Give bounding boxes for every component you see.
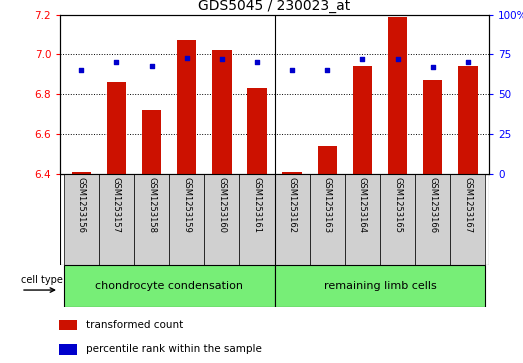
Text: GSM1253159: GSM1253159	[182, 177, 191, 233]
Text: GSM1253163: GSM1253163	[323, 177, 332, 233]
Text: GSM1253164: GSM1253164	[358, 177, 367, 233]
Point	[393, 56, 402, 62]
Point	[358, 56, 367, 62]
Point	[183, 55, 191, 61]
Bar	[204, 174, 240, 265]
Text: chondrocyte condensation: chondrocyte condensation	[95, 281, 243, 291]
Point	[253, 60, 261, 65]
Point	[323, 68, 332, 73]
Point	[218, 56, 226, 62]
Bar	[169, 174, 204, 265]
Bar	[107, 82, 126, 174]
Bar	[310, 174, 345, 265]
Bar	[72, 172, 91, 174]
Bar	[317, 146, 337, 174]
Bar	[282, 172, 302, 174]
Text: percentile rank within the sample: percentile rank within the sample	[86, 344, 262, 355]
Text: GSM1253160: GSM1253160	[218, 177, 226, 233]
Bar	[64, 174, 99, 265]
Bar	[275, 265, 485, 307]
Text: GSM1253156: GSM1253156	[77, 177, 86, 233]
Title: GDS5045 / 230023_at: GDS5045 / 230023_at	[198, 0, 351, 13]
Bar	[275, 174, 310, 265]
Bar	[353, 66, 372, 174]
Bar	[99, 174, 134, 265]
Point	[428, 64, 437, 70]
Bar	[458, 66, 477, 174]
Point	[147, 63, 156, 69]
Bar	[59, 344, 77, 355]
Point	[288, 68, 297, 73]
Text: cell type: cell type	[21, 274, 63, 285]
Point	[464, 60, 472, 65]
Text: GSM1253157: GSM1253157	[112, 177, 121, 233]
Point	[112, 60, 121, 65]
Text: GSM1253166: GSM1253166	[428, 177, 437, 233]
Bar	[415, 174, 450, 265]
Bar	[142, 110, 161, 174]
Text: GSM1253167: GSM1253167	[463, 177, 472, 233]
Bar	[388, 17, 407, 174]
Text: GSM1253161: GSM1253161	[253, 177, 262, 233]
Bar	[64, 265, 275, 307]
Bar	[423, 81, 442, 174]
Bar	[134, 174, 169, 265]
Text: GSM1253165: GSM1253165	[393, 177, 402, 233]
Bar	[450, 174, 485, 265]
Bar	[212, 50, 232, 174]
Text: transformed count: transformed count	[86, 320, 183, 330]
Bar	[380, 174, 415, 265]
Bar	[59, 320, 77, 330]
Text: remaining limb cells: remaining limb cells	[324, 281, 436, 291]
Point	[77, 68, 85, 73]
Text: GSM1253162: GSM1253162	[288, 177, 297, 233]
Text: GSM1253158: GSM1253158	[147, 177, 156, 233]
Bar	[177, 41, 196, 174]
Bar	[345, 174, 380, 265]
Bar	[240, 174, 275, 265]
Bar	[247, 89, 267, 174]
